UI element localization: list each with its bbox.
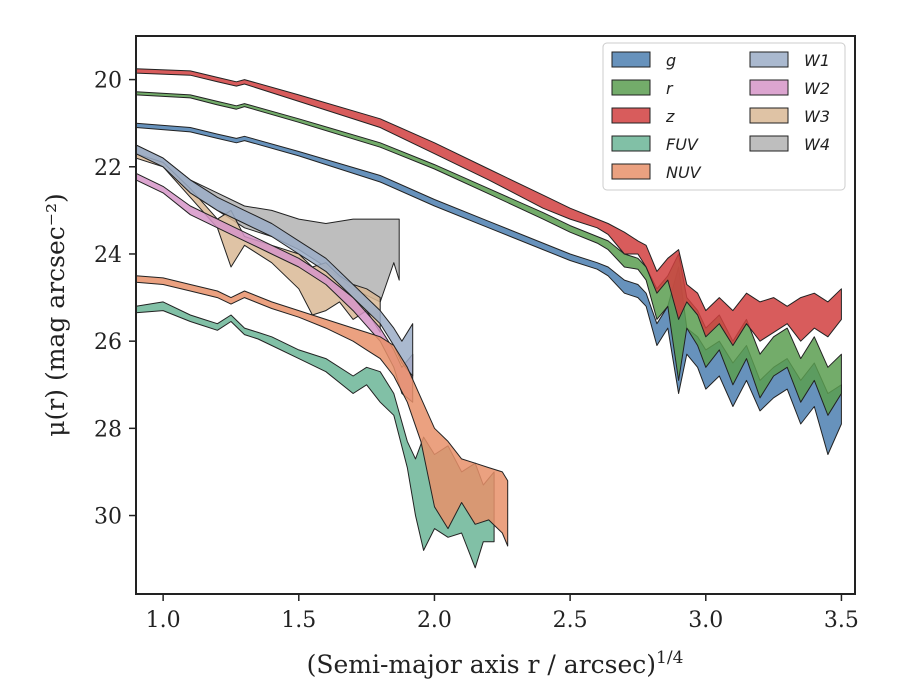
legend-swatch-g <box>611 51 651 68</box>
y-tick-label: 24 <box>94 243 122 268</box>
legend-label-w1: W1 <box>804 51 830 70</box>
y-tick-label: 30 <box>94 505 122 530</box>
legend-swatch-fuv <box>611 135 651 152</box>
legend-item-w2: W2 <box>749 79 830 98</box>
x-axis-label-text: (Semi-major axis r / arcsec) <box>307 650 656 679</box>
band-w1 <box>136 144 414 377</box>
y-axis: 20 22 24 26 28 30 <box>94 69 136 530</box>
legend-label-w3: W3 <box>804 107 830 126</box>
legend-swatch-w4 <box>749 135 789 152</box>
x-tick-label: 2.5 <box>553 608 588 633</box>
band-nuv <box>136 275 509 547</box>
legend-label-g: g <box>666 51 676 70</box>
y-tick-label: 26 <box>94 330 122 355</box>
legend-label-w4: W4 <box>804 135 830 154</box>
profile-bands <box>136 68 842 569</box>
legend-label-w2: W2 <box>804 79 830 98</box>
x-tick-label: 1.0 <box>146 608 181 633</box>
band-fuv <box>136 301 495 569</box>
legend-swatch-r <box>611 79 651 96</box>
y-axis-label: μ(r) (mag arcsec⁻²) <box>41 193 70 436</box>
legend-label-nuv: NUV <box>666 163 702 182</box>
legend-item-w4: W4 <box>749 135 830 154</box>
x-axis-label-exponent: 1/4 <box>656 648 683 668</box>
plot-frame <box>135 35 856 595</box>
band-g <box>136 122 842 455</box>
legend-item-w3: W3 <box>749 107 830 126</box>
legend-item-w1: W1 <box>749 51 830 70</box>
y-tick-label: 28 <box>94 417 122 442</box>
legend-swatch-w3 <box>749 107 789 124</box>
legend-item-fuv: FUV <box>611 135 699 154</box>
legend-item-z: z <box>611 107 675 126</box>
x-axis: 1.0 1.5 2.0 2.5 3.0 3.5 <box>146 594 859 633</box>
x-tick-label: 3.0 <box>688 608 723 633</box>
legend: grz FUV NUV W1 W2 W3 W4 <box>602 42 846 191</box>
x-tick-label: 3.5 <box>824 608 859 633</box>
x-axis-label: (Semi-major axis r / arcsec)1/4 <box>307 648 684 679</box>
legend-item-nuv: NUV <box>611 163 702 182</box>
x-tick-label: 2.0 <box>417 608 452 633</box>
legend-swatch-z <box>611 107 651 124</box>
legend-item-r: r <box>611 79 674 98</box>
legend-label-r: r <box>666 79 674 98</box>
legend-label-fuv: FUV <box>666 135 699 154</box>
band-r <box>136 91 842 416</box>
y-tick-label: 22 <box>94 156 122 181</box>
band-z <box>136 68 842 346</box>
legend-swatch-w1 <box>749 51 789 68</box>
legend-swatch-nuv <box>611 163 651 180</box>
legend-label-z: z <box>665 107 675 126</box>
legend-item-g: g <box>611 51 676 70</box>
legend-swatch-w2 <box>749 79 789 96</box>
y-tick-label: 20 <box>94 69 122 94</box>
x-tick-label: 1.5 <box>281 608 316 633</box>
